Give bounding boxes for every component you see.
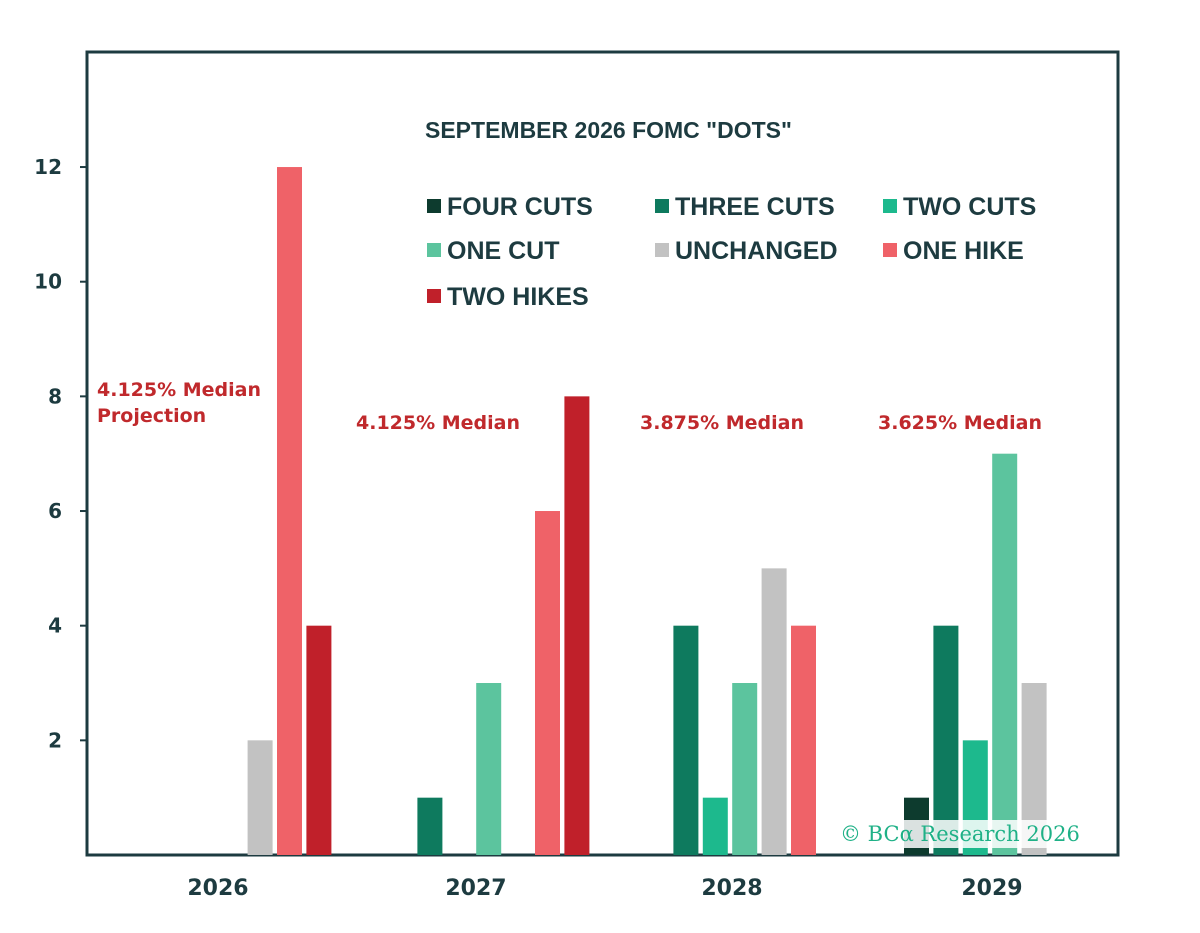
bar xyxy=(702,797,728,855)
median-annotations: 4.125% Median Projection 4.125% Median 3.87… xyxy=(97,379,1042,434)
y-tick-label: 8 xyxy=(48,384,62,408)
y-tick-label: 6 xyxy=(48,499,62,523)
legend-item: TWO HIKES xyxy=(427,283,589,311)
legend-item: UNCHANGED xyxy=(655,237,838,265)
bar xyxy=(791,625,816,855)
bar xyxy=(564,396,590,855)
legend-label: TWO CUTS xyxy=(903,193,1036,221)
legend-item: ONE HIKE xyxy=(883,237,1024,265)
legend-label: ONE CUT xyxy=(447,237,560,265)
legend-label: THREE CUTS xyxy=(675,193,835,221)
legend-item: THREE CUTS xyxy=(655,193,835,221)
legend-item: FOUR CUTS xyxy=(427,193,593,221)
bar xyxy=(535,511,560,855)
bar xyxy=(673,625,699,855)
x-tick-label: 2026 xyxy=(187,876,248,901)
median-annotation: 3.625% Median xyxy=(878,412,1042,434)
legend-swatch xyxy=(427,243,441,257)
bar xyxy=(992,453,1018,855)
legend-item: ONE CUT xyxy=(427,237,560,265)
bar xyxy=(933,625,959,855)
y-tick-label: 12 xyxy=(34,155,62,179)
median-annotation: 4.125% Median xyxy=(356,412,520,434)
legend-swatch xyxy=(427,289,441,303)
x-tick-label: 2029 xyxy=(961,876,1022,901)
plot-frame xyxy=(85,50,1120,857)
bar xyxy=(476,683,502,855)
legend-swatch xyxy=(883,199,897,213)
bar xyxy=(306,625,332,855)
bar xyxy=(277,167,302,856)
x-tick-label: 2027 xyxy=(445,876,506,901)
legend-swatch xyxy=(655,199,669,213)
legend: FOUR CUTS THREE CUTS TWO CUTS ONE CUT UNCHAN… xyxy=(427,193,1036,311)
x-tick-label: 2028 xyxy=(701,876,762,901)
legend-label: ONE HIKE xyxy=(903,237,1024,265)
bar xyxy=(761,568,787,855)
bar xyxy=(247,740,273,855)
legend-label: TWO HIKES xyxy=(447,283,589,311)
bar xyxy=(417,797,443,855)
y-tick-label: 4 xyxy=(48,614,62,638)
legend-swatch xyxy=(655,243,669,257)
x-axis: 2026 2027 2028 2029 xyxy=(187,876,1022,901)
legend-swatch xyxy=(883,243,897,257)
credit-backdrop xyxy=(836,820,1084,848)
legend-swatch xyxy=(427,199,441,213)
legend-label: UNCHANGED xyxy=(675,237,838,265)
legend-item: TWO CUTS xyxy=(883,193,1036,221)
y-tick-label: 10 xyxy=(34,270,62,294)
median-annotation: 3.875% Median xyxy=(640,412,804,434)
y-tick-label: 2 xyxy=(48,728,62,752)
legend-label: FOUR CUTS xyxy=(447,193,593,221)
bar xyxy=(732,683,758,855)
chart-title: SEPTEMBER 2026 FOMC "DOTS" xyxy=(425,117,792,143)
credit-text: © BCα Research 2026 xyxy=(840,822,1080,846)
median-annotation: 4.125% Median xyxy=(97,379,261,401)
median-annotation: Projection xyxy=(97,405,206,427)
y-axis: 2 4 6 8 10 12 xyxy=(34,155,87,752)
